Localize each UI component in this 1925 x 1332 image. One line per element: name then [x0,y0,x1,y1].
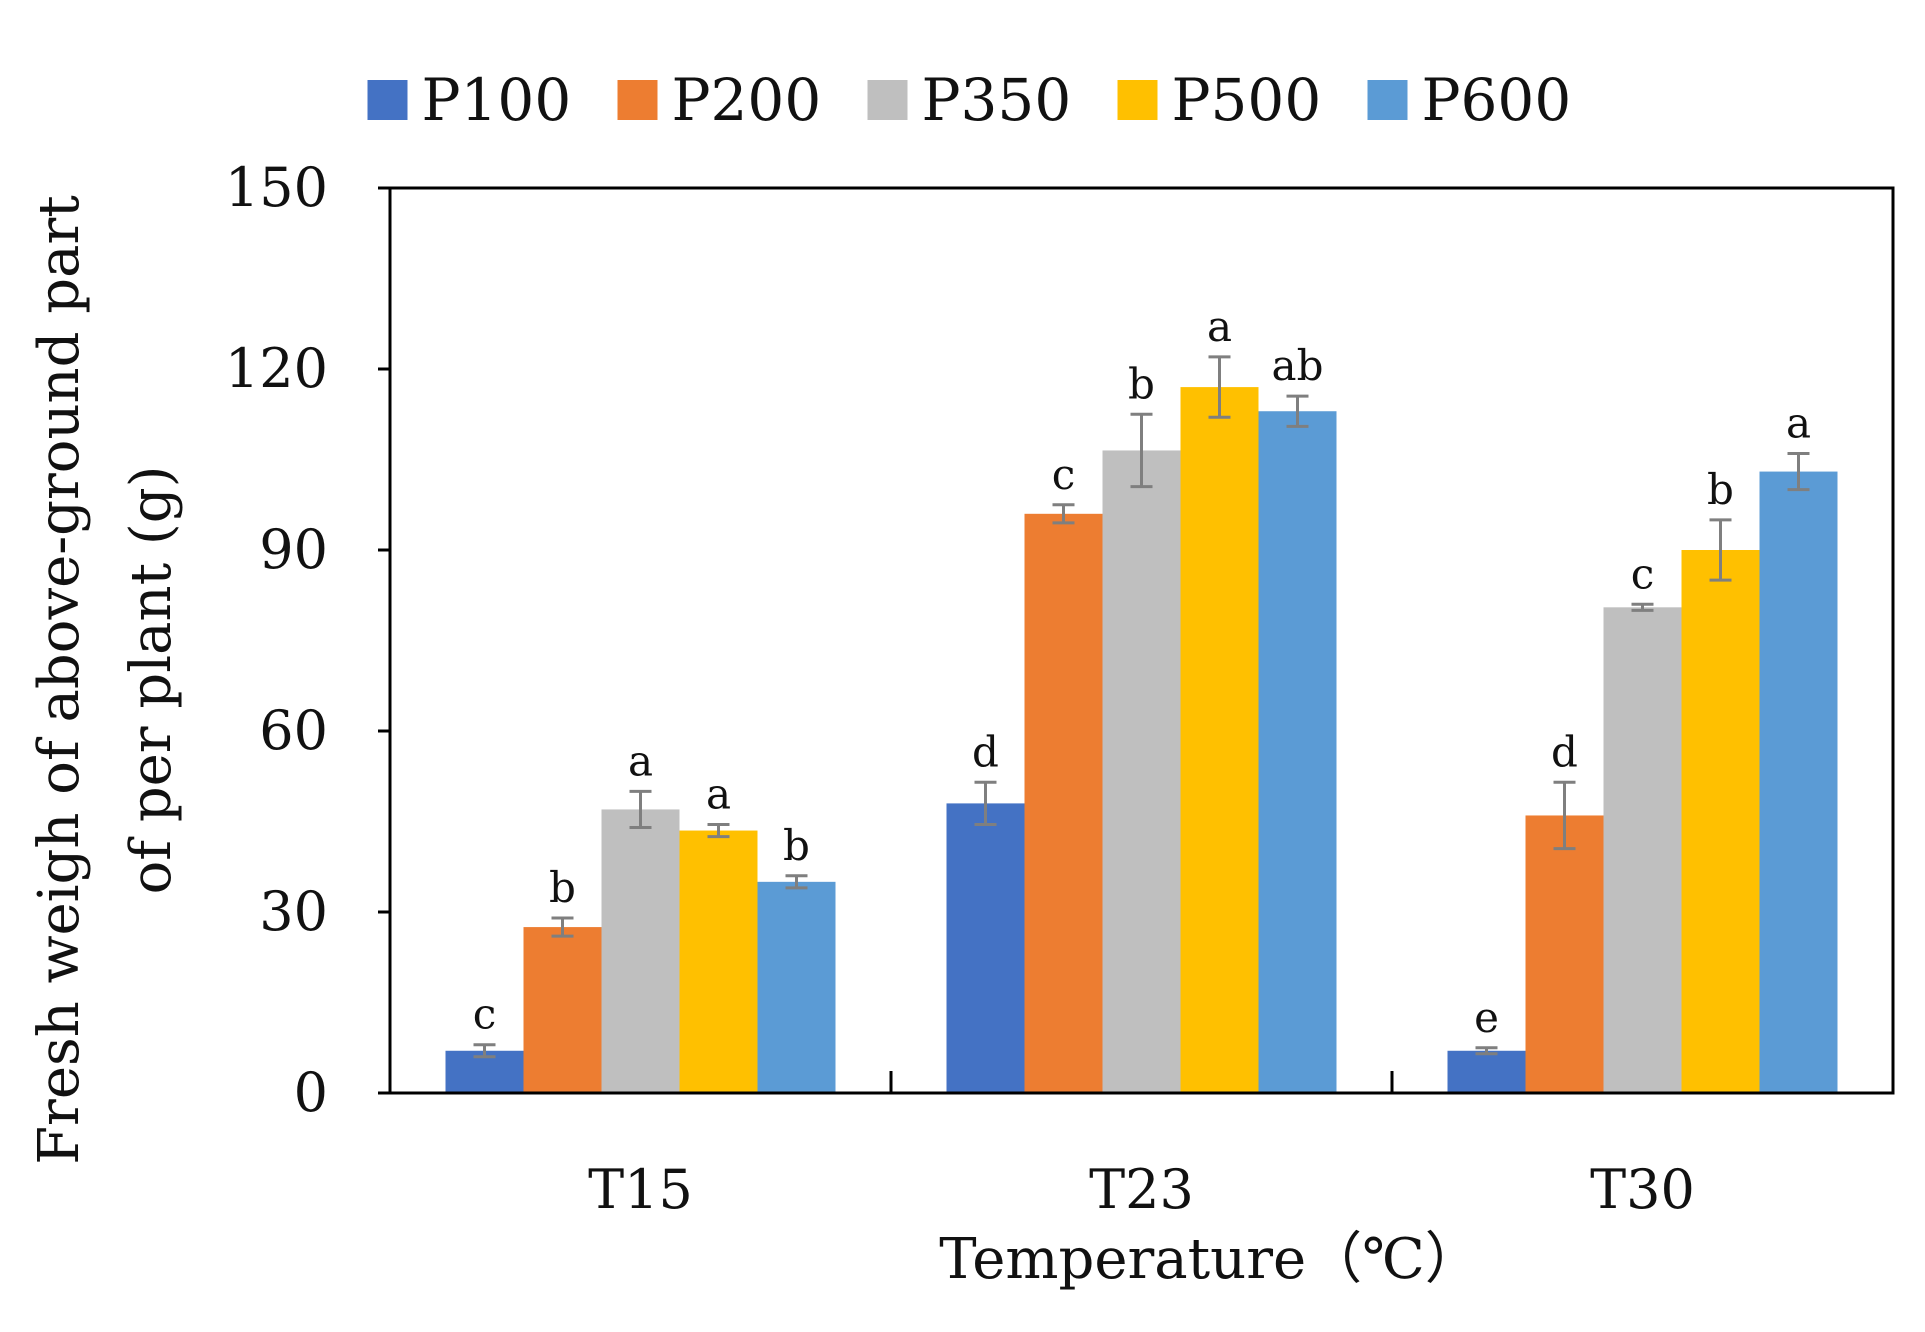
bar-p600-t15 [757,881,836,1093]
significance-letter: b [1128,359,1155,408]
y-tick-label: 0 [294,1061,328,1124]
y-tick-label: 60 [259,699,328,762]
bar-p100-t30 [1447,1050,1526,1093]
bar-p350-t23 [1102,450,1181,1093]
x-axis-category-labels: T15 T23 T30 [588,1158,1695,1221]
bar-p500-t15 [679,830,758,1093]
bar-p500-t30 [1681,550,1760,1093]
legend-label-p200: P200 [672,66,822,134]
bar-p200-t15 [523,927,602,1093]
significance-letter: e [1474,993,1499,1042]
legend-label-p100: P100 [422,66,572,134]
bar-p100-t23 [946,803,1025,1093]
bar-p350-t15 [601,809,680,1093]
x-tick-label: T30 [1590,1158,1695,1221]
y-tick-label: 150 [225,156,328,219]
y-tick-label: 120 [225,337,328,400]
legend-label-p350: P350 [922,66,1072,134]
bar-p500-t23 [1180,387,1259,1094]
legend-swatch-p100 [367,80,408,120]
bar-p600-t23 [1258,411,1337,1093]
legend-label-p500: P500 [1172,66,1322,134]
significance-letter: a [1786,398,1811,447]
significance-letter: a [706,770,731,819]
legend-swatch-p600 [1367,80,1408,120]
significance-letter: b [549,863,576,912]
legend-swatch-p350 [867,80,908,120]
significance-letter: b [1707,465,1734,514]
bar-p350-t30 [1603,607,1682,1093]
y-axis-ticks: 0 30 60 90 120 150 [225,156,390,1124]
y-tick-label: 30 [259,880,328,943]
bars [445,387,1838,1094]
plot-frame [388,186,1895,1095]
legend: P100 P200 P350 P500 P600 [367,66,1572,134]
significance-letter: a [628,736,653,785]
legend-swatch-p500 [1117,80,1158,120]
significance-letter: c [1631,549,1655,598]
y-tick-label: 90 [259,518,328,581]
bar-p200-t30 [1525,815,1604,1093]
x-axis-ticks [889,1071,1394,1093]
legend-label-p600: P600 [1422,66,1572,134]
significance-letter: d [1551,727,1578,776]
x-tick-label: T23 [1089,1158,1194,1221]
significance-letter: ab [1272,341,1324,390]
significance-letter: b [783,821,810,870]
bar-p200-t23 [1024,513,1103,1093]
legend-swatch-p200 [617,80,658,120]
x-tick-label: T15 [588,1158,693,1221]
bar-p600-t30 [1759,471,1838,1094]
x-axis-title: Temperature（℃） [939,1227,1481,1292]
significance-letter: a [1207,302,1232,351]
error-bars [473,355,1810,1059]
significance-letter: d [972,727,999,776]
significance-letter: c [473,990,497,1039]
significance-letter: c [1052,450,1076,499]
y-axis-title-line-1: Fresh weigh of above-ground part [27,195,92,1165]
y-axis-title-line-2: of per plant (g) [119,466,184,895]
